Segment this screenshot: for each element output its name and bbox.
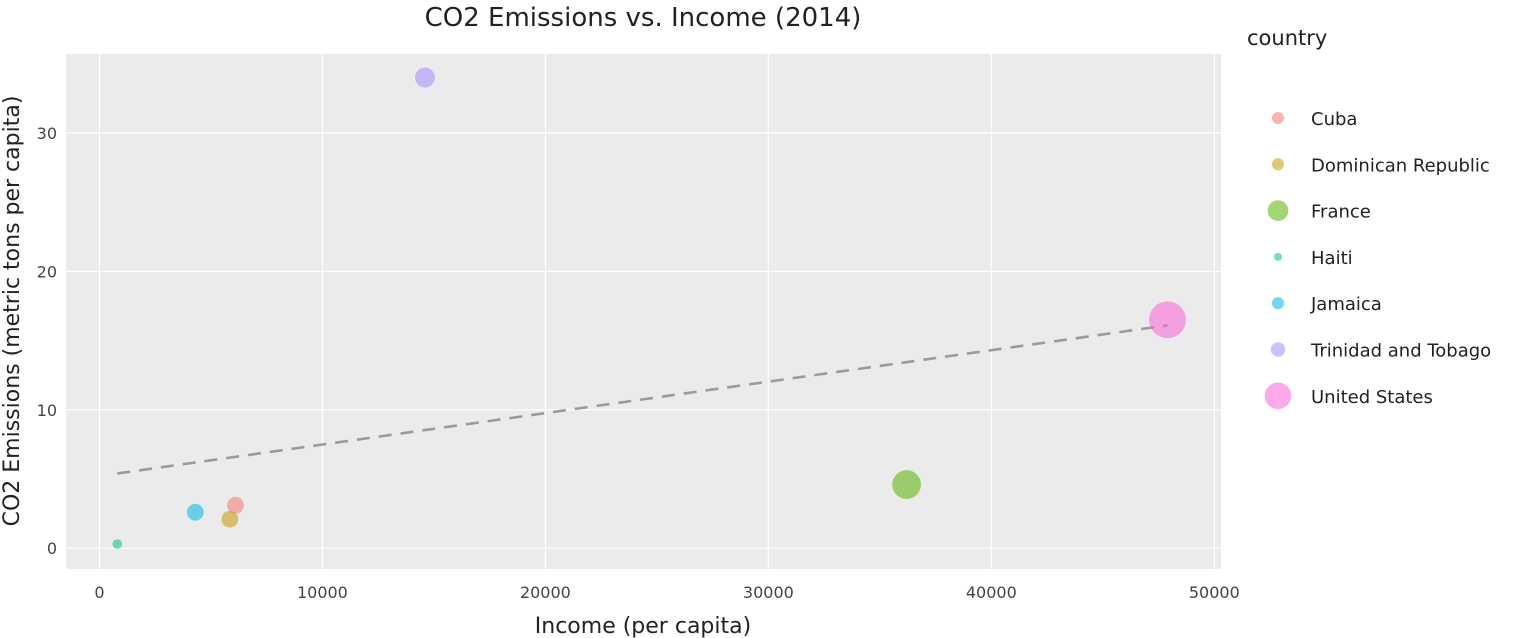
data-point-trinidad-and-tobago[interactable] <box>414 67 435 88</box>
legend-label-france[interactable]: France <box>1311 202 1371 223</box>
data-point-haiti[interactable] <box>112 539 123 549</box>
legend-label-trinidad-and-tobago[interactable]: Trinidad and Tobago <box>1310 341 1491 362</box>
legend-marker-dominican-republic[interactable] <box>1271 158 1285 171</box>
points-layer <box>112 67 1186 549</box>
x-tick-label: 20000 <box>520 583 571 602</box>
legend-marker-cuba[interactable] <box>1271 111 1285 125</box>
legend-label-haiti[interactable]: Haiti <box>1311 248 1353 269</box>
legend-marker-united-states[interactable] <box>1264 382 1292 410</box>
data-point-france[interactable] <box>892 470 922 499</box>
y-axis-title: CO2 Emissions (metric tons per capita) <box>0 96 25 527</box>
legend-label-dominican-republic[interactable]: Dominican Republic <box>1311 155 1490 176</box>
x-tick-label: 0 <box>94 583 104 602</box>
grid-lines <box>66 54 1221 569</box>
data-point-united-states[interactable] <box>1149 301 1186 339</box>
legend-title: country <box>1247 26 1327 50</box>
legend-marker-trinidad-and-tobago[interactable] <box>1270 342 1286 357</box>
trend-line <box>117 324 1168 475</box>
data-point-cuba[interactable] <box>227 496 244 514</box>
legend-label-united-states[interactable]: United States <box>1311 387 1433 408</box>
data-point-dominican-republic[interactable] <box>221 510 239 528</box>
chart-title: CO2 Emissions vs. Income (2014) <box>425 3 862 33</box>
legend-marker-jamaica[interactable] <box>1271 297 1285 310</box>
data-point-jamaica[interactable] <box>186 503 204 521</box>
y-tick-label: 20 <box>37 262 57 281</box>
x-axis-title: Income (per capita) <box>535 614 751 638</box>
plot-background <box>66 54 1221 569</box>
y-axis-ticks: 0 10 20 30 <box>37 124 57 558</box>
y-tick-label: 10 <box>37 401 57 420</box>
x-tick-label: 10000 <box>297 583 348 602</box>
x-tick-label: 40000 <box>966 583 1017 602</box>
legend-marker-haiti[interactable] <box>1274 252 1282 261</box>
legend: country Cuba Dominican Republic France Hait… <box>1247 26 1491 410</box>
legend-label-cuba[interactable]: Cuba <box>1311 109 1357 130</box>
x-tick-label: 30000 <box>743 583 794 602</box>
trend-layer <box>117 324 1168 475</box>
x-axis-ticks: 0 10000 20000 30000 40000 50000 <box>94 583 1239 602</box>
y-tick-label: 30 <box>37 124 57 143</box>
y-tick-label: 0 <box>47 539 57 558</box>
legend-label-jamaica[interactable]: Jamaica <box>1310 294 1382 315</box>
x-tick-label: 50000 <box>1189 583 1240 602</box>
legend-marker-france[interactable] <box>1267 200 1289 221</box>
